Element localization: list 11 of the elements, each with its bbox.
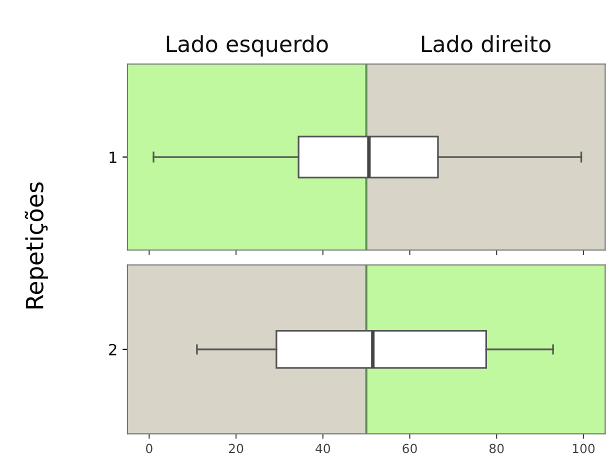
band-label: Lado direito bbox=[422, 35, 550, 52]
x-tick-label: 80 bbox=[490, 444, 504, 454]
x-tick-label: 60 bbox=[402, 444, 417, 454]
x-tick-label: 100 bbox=[572, 444, 595, 454]
x-tick-label: 0 bbox=[146, 444, 152, 454]
x-tick-label: 40 bbox=[316, 444, 330, 454]
y-axis-title: Repetições bbox=[24, 182, 48, 308]
y-tick-label: 2 bbox=[109, 344, 116, 356]
x-tick-label: 20 bbox=[229, 444, 244, 454]
y-tick-label: 1 bbox=[110, 152, 116, 163]
band-label: Lado esquerdo bbox=[166, 35, 328, 57]
